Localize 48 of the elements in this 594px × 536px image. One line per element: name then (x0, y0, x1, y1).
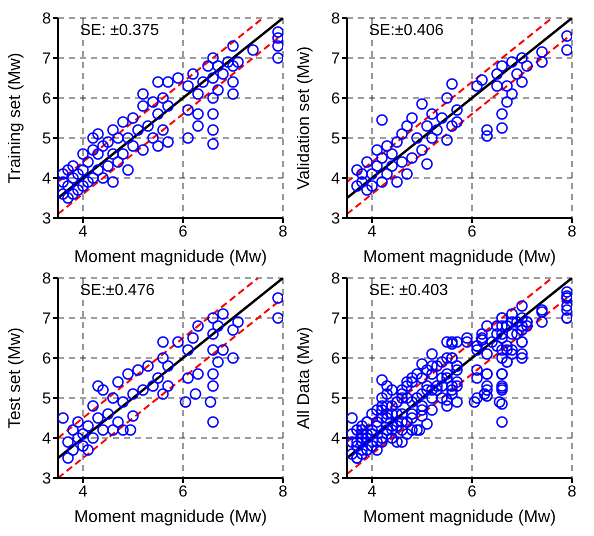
x-tick-label: 8 (278, 223, 288, 240)
annotation: SE:±0.476 (80, 282, 155, 300)
x-tick-label: 8 (568, 483, 577, 500)
y-axis-title: Validation set (Mw) (294, 46, 314, 190)
x-tick-label: 6 (178, 223, 188, 240)
y-tick-label: 3 (42, 470, 52, 488)
y-axis-title: Training set (Mw) (5, 52, 24, 184)
annotation: SE: ±0.403 (369, 282, 448, 300)
y-tick-label: 6 (42, 90, 52, 108)
x-axis-title: Moment magnidude (Mw) (363, 507, 556, 526)
x-axis-title: Moment magnidude (Mw) (74, 247, 267, 266)
x-tick-label: 6 (178, 483, 188, 500)
y-tick-label: 8 (331, 270, 340, 288)
x-tick-label: 8 (568, 223, 577, 240)
x-tick-label: 8 (278, 483, 288, 500)
y-tick-label: 5 (42, 390, 52, 408)
x-tick-label: 6 (468, 483, 477, 500)
y-tick-label: 8 (42, 10, 52, 28)
x-tick-label: 4 (78, 223, 88, 240)
y-tick-label: 7 (331, 50, 340, 68)
y-axis-title: Test set (Mw) (5, 327, 24, 429)
y-tick-label: 6 (331, 350, 340, 368)
y-tick-label: 8 (331, 10, 340, 28)
y-tick-label: 3 (331, 210, 340, 228)
annotation: SE: ±0.375 (80, 22, 160, 40)
y-tick-label: 8 (42, 270, 52, 288)
y-tick-label: 3 (42, 210, 52, 228)
y-tick-label: 4 (331, 170, 340, 188)
y-tick-label: 7 (42, 50, 52, 68)
x-tick-label: 6 (468, 223, 477, 240)
y-tick-label: 4 (42, 430, 52, 448)
y-tick-label: 7 (42, 310, 52, 328)
annotation: SE:±0.406 (369, 22, 444, 40)
x-axis-title: Moment magnidude (Mw) (74, 507, 267, 526)
y-tick-label: 6 (42, 350, 52, 368)
y-tick-label: 3 (331, 470, 340, 488)
x-tick-label: 4 (78, 483, 88, 500)
y-axis-title: All Data (Mw) (294, 326, 314, 430)
y-tick-label: 5 (331, 130, 340, 148)
x-tick-label: 4 (368, 483, 377, 500)
y-tick-label: 5 (42, 130, 52, 148)
y-tick-label: 7 (331, 310, 340, 328)
y-tick-label: 4 (331, 430, 340, 448)
x-tick-label: 4 (368, 223, 377, 240)
y-tick-label: 5 (331, 390, 340, 408)
x-axis-title: Moment magnidude (Mw) (363, 247, 556, 266)
y-tick-label: 6 (331, 90, 340, 108)
y-tick-label: 4 (42, 170, 52, 188)
